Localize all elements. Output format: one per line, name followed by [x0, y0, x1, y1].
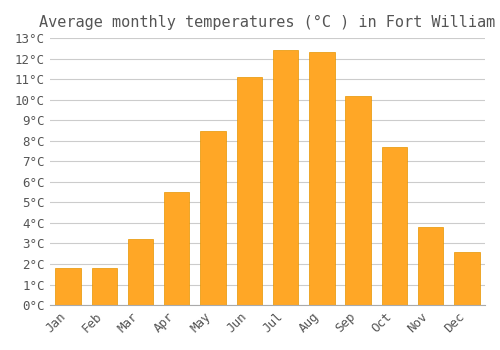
Bar: [236, 77, 262, 305]
Bar: [128, 239, 153, 305]
Bar: [164, 192, 190, 305]
Bar: [309, 52, 334, 305]
Bar: [346, 96, 371, 305]
Bar: [454, 252, 479, 305]
Bar: [418, 227, 444, 305]
Bar: [56, 268, 80, 305]
Bar: [382, 147, 407, 305]
Bar: [92, 268, 117, 305]
Bar: [273, 50, 298, 305]
Bar: [200, 131, 226, 305]
Title: Average monthly temperatures (°C ) in Fort William: Average monthly temperatures (°C ) in Fo…: [40, 15, 496, 30]
